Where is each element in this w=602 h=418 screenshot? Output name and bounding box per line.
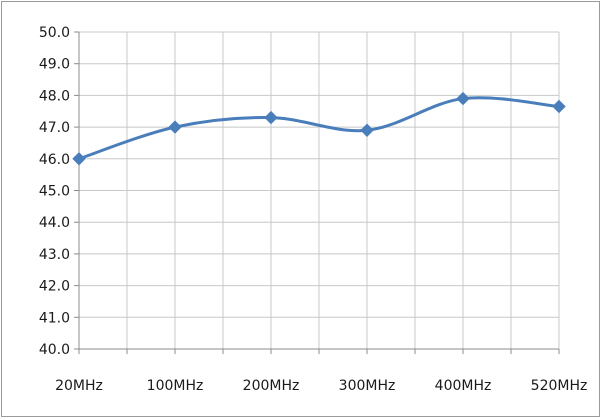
data-point-marker (456, 91, 470, 106)
series-layer (72, 91, 566, 166)
y-tick-label: 50.0 (39, 25, 70, 41)
series-line (77, 96, 561, 161)
y-tick-labels: 40.0 41.0 42.0 43.0 44.0 45.0 46.0 47.0 48.0 49.0… (39, 25, 70, 358)
y-tick-label: 44.0 (39, 215, 70, 231)
grid-layer (79, 31, 560, 349)
x-tick-label: 300MHz (339, 378, 396, 394)
y-tick-label: 45.0 (39, 184, 70, 200)
y-tick-label: 43.0 (39, 247, 70, 263)
data-point-marker (360, 123, 374, 137)
data-point-marker (72, 152, 86, 166)
y-tick-label: 40.0 (39, 342, 70, 358)
x-tick-label: 20MHz (55, 378, 103, 394)
x-tick-label: 520MHz (531, 378, 588, 394)
x-tick-label: 400MHz (435, 378, 492, 394)
y-tick-label: 41.0 (39, 310, 70, 326)
x-tick-label: 200MHz (243, 378, 300, 394)
y-tick-label: 46.0 (39, 152, 70, 168)
x-tick-labels: 20MHz 100MHz 200MHz 300MHz 400MHz 520MHz (55, 378, 587, 394)
y-tick-label: 47.0 (39, 120, 70, 136)
data-point-marker (552, 99, 566, 114)
y-tick-label: 49.0 (39, 57, 70, 73)
data-point-marker (168, 120, 182, 134)
axis-layer (74, 31, 560, 354)
x-tick-label: 100MHz (147, 378, 204, 394)
y-tick-label: 42.0 (39, 279, 70, 295)
data-point-marker (264, 110, 278, 125)
y-tick-label: 48.0 (39, 88, 70, 104)
